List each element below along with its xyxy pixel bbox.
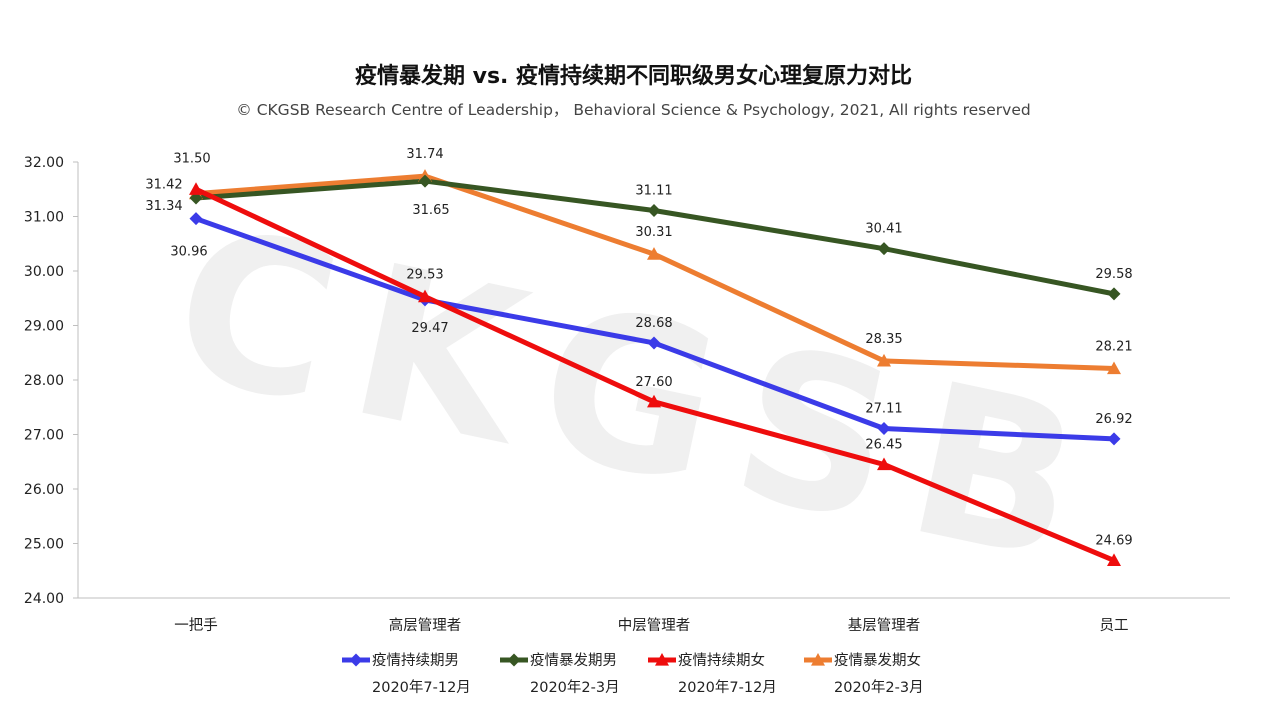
data-label: 26.92 (1095, 412, 1132, 427)
data-point-marker (877, 422, 891, 436)
data-point-marker (811, 653, 825, 666)
legend: 疫情持续期男 2020年7-12月 疫情暴发期男 2020年2-3月 疫情持续期女 202… (342, 651, 924, 696)
data-label: 31.65 (412, 203, 449, 218)
legend-series-period: 2020年2-3月 (834, 679, 924, 696)
y-tick-label: 32.00 (24, 155, 64, 171)
data-point-marker (1107, 361, 1121, 375)
data-point-marker (418, 289, 432, 303)
data-point-marker (189, 182, 203, 195)
data-label: 30.96 (170, 245, 207, 260)
data-label: 28.68 (635, 316, 672, 331)
data-point-marker (418, 174, 432, 188)
data-point-marker (647, 336, 661, 350)
x-tick-label: 基层管理者 (848, 617, 921, 634)
chart-subtitle: © CKGSB Research Centre of Leadership， B… (236, 101, 1031, 119)
data-label: 27.11 (865, 402, 902, 417)
series-markers (189, 169, 1121, 566)
data-label: 29.53 (406, 268, 443, 283)
y-tick-label: 28.00 (24, 373, 64, 389)
data-label: 30.31 (635, 225, 672, 240)
data-point-marker (1107, 287, 1121, 301)
x-tick-label: 高层管理者 (389, 617, 462, 634)
legend-series-period: 2020年7-12月 (372, 679, 471, 696)
data-point-marker (1107, 553, 1121, 566)
y-tick-label: 26.00 (24, 482, 64, 498)
data-label: 24.69 (1095, 533, 1132, 548)
data-point-marker (349, 653, 363, 667)
data-label: 30.41 (865, 222, 902, 237)
y-tick-label: 31.00 (24, 210, 64, 226)
legend-series-name: 疫情暴发期男 (530, 652, 617, 669)
data-label: 28.35 (865, 332, 902, 347)
legend-series-name: 疫情持续期男 (372, 652, 459, 669)
data-label: 29.47 (411, 321, 448, 336)
data-label: 31.42 (145, 178, 182, 193)
data-label: 29.58 (1095, 267, 1132, 282)
data-point-marker (189, 212, 203, 226)
legend-series-period: 2020年7-12月 (678, 679, 777, 696)
y-tick-label: 27.00 (24, 428, 64, 444)
data-label: 27.60 (635, 375, 672, 390)
axes: 24.00 25.00 26.00 27.00 28.00 29.00 30.00 31.00… (24, 155, 1230, 634)
legend-series-period: 2020年2-3月 (530, 679, 620, 696)
legend-series-name: 疫情暴发期女 (834, 651, 921, 669)
chart-title: 疫情暴发期 vs. 疫情持续期不同职级男女心理复原力对比 (354, 64, 913, 89)
x-tick-label: 中层管理者 (618, 617, 691, 634)
data-point-marker (647, 247, 661, 260)
data-label: 31.11 (635, 184, 672, 199)
legend-series-name: 疫情持续期女 (678, 651, 765, 669)
data-point-marker (877, 353, 891, 367)
y-tick-label: 29.00 (24, 319, 64, 335)
x-tick-label: 员工 (1100, 618, 1129, 634)
y-tick-label: 30.00 (24, 264, 64, 280)
data-label: 28.21 (1095, 340, 1132, 355)
data-label: 31.34 (145, 199, 182, 214)
y-tick-label: 25.00 (24, 537, 64, 553)
data-point-marker (507, 653, 521, 667)
data-point-marker (647, 394, 661, 408)
data-label: 26.45 (865, 437, 902, 452)
data-point-marker (1107, 432, 1121, 446)
data-label: 31.50 (173, 151, 210, 166)
data-point-marker (655, 653, 669, 666)
data-label: 31.74 (406, 147, 443, 162)
data-labels: 30.96 29.47 28.68 27.11 26.92 31.34 31.65 31.11… (145, 147, 1132, 548)
x-tick-label: 一把手 (174, 617, 218, 634)
data-point-marker (877, 242, 891, 256)
y-tick-label: 24.00 (24, 591, 64, 607)
data-point-marker (877, 457, 891, 471)
data-point-marker (647, 204, 661, 218)
